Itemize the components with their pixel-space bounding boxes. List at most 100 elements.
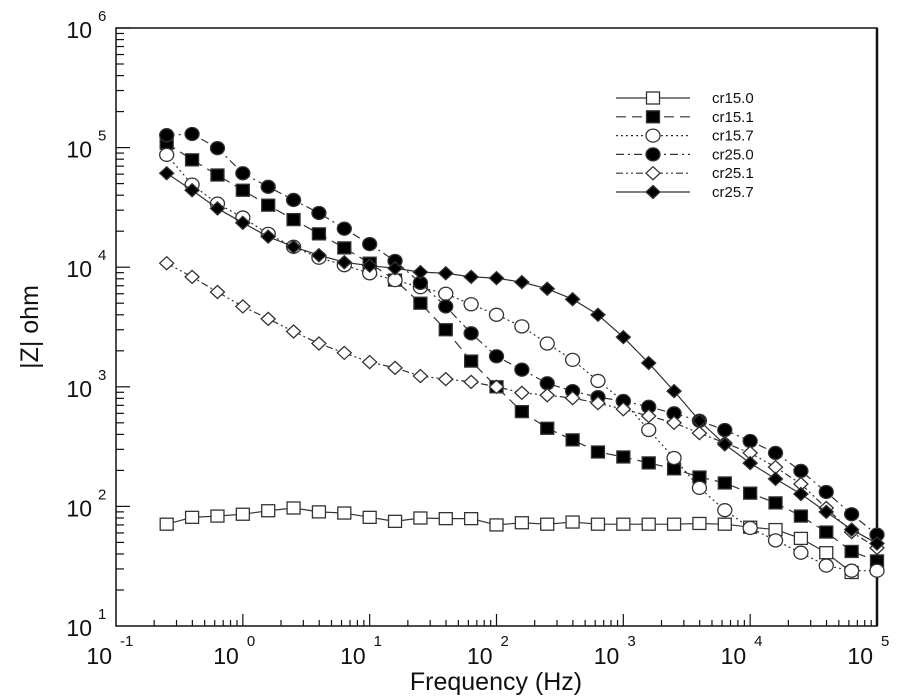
data-point (184, 510, 200, 524)
y-tick-label: 10 (66, 137, 92, 163)
data-point (590, 373, 606, 389)
data-point (387, 360, 403, 376)
data-point (413, 511, 428, 525)
data-point (666, 450, 682, 466)
data-point (844, 544, 859, 559)
data-point (463, 326, 479, 341)
data-point (260, 229, 277, 245)
x-tick-exponent: -1 (120, 633, 133, 650)
x-tick-exponent: 5 (881, 633, 889, 650)
data-point (666, 517, 682, 531)
data-point (184, 269, 201, 285)
data-point (616, 450, 631, 464)
legend-item: cr25.1 (616, 165, 754, 182)
data-point (311, 227, 327, 241)
data-point (234, 299, 251, 314)
data-point (869, 536, 885, 551)
data-point (361, 354, 378, 370)
data-point (463, 354, 479, 368)
data-point (311, 505, 327, 519)
legend-item: cr15.0 (616, 90, 754, 107)
legend-marker (645, 110, 661, 124)
legend-item: cr25.0 (616, 146, 754, 163)
data-point (717, 503, 733, 518)
data-point (767, 471, 784, 487)
data-point (743, 486, 758, 500)
data-point (843, 522, 860, 537)
data-point (412, 368, 429, 384)
data-point (843, 563, 860, 578)
data-point (362, 236, 378, 252)
series-line (166, 133, 878, 536)
data-point (564, 390, 581, 406)
data-point (184, 153, 200, 167)
series-cr15-0 (159, 501, 859, 580)
data-point (539, 376, 555, 391)
data-point (793, 545, 809, 560)
legend-marker (645, 91, 661, 105)
data-point (209, 201, 226, 216)
data-point (362, 510, 377, 524)
data-point (514, 404, 530, 419)
data-point (488, 379, 505, 395)
legend-label: cr15.7 (712, 128, 754, 145)
data-point (260, 311, 277, 327)
data-point (641, 517, 656, 531)
data-point (767, 533, 784, 548)
legend-marker (645, 184, 661, 200)
data-point (742, 455, 759, 471)
data-point (210, 168, 225, 182)
data-point (209, 284, 226, 300)
data-point (869, 563, 885, 578)
y-tick-exponent: 4 (98, 247, 106, 264)
data-point (285, 239, 302, 255)
data-point (437, 371, 454, 387)
data-point (793, 509, 809, 523)
data-point (438, 323, 453, 337)
y-tick-exponent: 2 (98, 486, 106, 503)
data-point (540, 421, 555, 435)
legend-item: cr15.1 (616, 109, 754, 126)
data-point (768, 496, 783, 510)
legend-marker (645, 165, 661, 181)
data-point (717, 517, 732, 531)
data-point (159, 147, 175, 162)
y-axis-label: |Z| ohm (16, 285, 44, 369)
y-tick-label: 10 (66, 376, 92, 402)
data-point (691, 413, 708, 429)
data-point (210, 509, 225, 523)
data-point (691, 480, 708, 495)
data-point (767, 445, 784, 461)
data-point (184, 182, 201, 198)
data-point (793, 463, 809, 479)
data-point (159, 128, 175, 143)
data-point (539, 336, 555, 351)
data-point (641, 456, 656, 470)
data-point (438, 286, 454, 301)
data-point (336, 254, 353, 270)
data-point (565, 433, 580, 447)
data-point (539, 387, 556, 403)
plot-frame (115, 27, 878, 627)
data-point (666, 415, 683, 431)
data-point (260, 179, 276, 194)
data-point (438, 299, 454, 314)
data-point (793, 531, 809, 546)
legend-label: cr25.0 (712, 146, 754, 163)
data-point (716, 436, 733, 452)
x-tick-exponent: 1 (374, 633, 382, 650)
data-point (184, 126, 200, 142)
data-point (463, 511, 479, 526)
data-point (819, 546, 834, 560)
legend-label: cr15.1 (712, 109, 754, 126)
data-point (463, 374, 480, 390)
data-point (463, 269, 480, 285)
data-point (336, 345, 353, 361)
legend-label: cr15.0 (712, 90, 754, 107)
x-tick-label: 10 (340, 643, 366, 669)
axes: 10 -1 10 0 10 1 10 2 10 3 10 4 10 5 10 1 10 2 10 3 10 4 10 5 10 6 (66, 8, 889, 669)
data-point (235, 507, 250, 521)
data-point (641, 422, 657, 438)
